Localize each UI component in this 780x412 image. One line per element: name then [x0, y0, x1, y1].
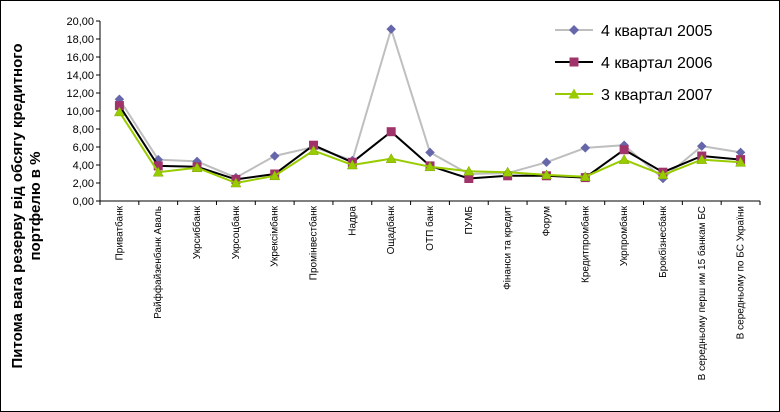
- data-point: [502, 166, 514, 177]
- x-tick-label: Брокбізнесбанк: [657, 205, 669, 277]
- y-tick-label: 0,00: [73, 196, 94, 208]
- series-group: [113, 24, 747, 188]
- legend-item: 4 квартал 2005: [555, 23, 713, 40]
- data-point: [386, 24, 397, 34]
- data-point: [385, 153, 397, 163]
- data-point: [386, 127, 396, 137]
- data-point: [424, 161, 436, 172]
- legend-marker: [568, 88, 580, 99]
- data-point: [308, 145, 319, 155]
- data-point: [269, 151, 280, 161]
- y-tick-label: 6,00: [73, 142, 94, 154]
- x-tick-label: Кредитпромбанк: [579, 205, 591, 283]
- data-point: [579, 171, 591, 181]
- data-point: [619, 145, 629, 155]
- data-point: [696, 154, 708, 164]
- data-point: [618, 154, 630, 164]
- legend-item: 3 квартал 2007: [555, 87, 713, 104]
- x-tick-label: Фінанси та кредит: [503, 206, 514, 290]
- x-tick-label: Укрпромбанк: [618, 205, 630, 266]
- data-point: [269, 170, 281, 181]
- y-axis-title-line: портфелю в %: [27, 151, 44, 260]
- x-tick-label: В середньому перш им 15 банкам БС: [696, 206, 708, 380]
- y-axis-title: Питома вага резерву від обсягу кредитног…: [9, 44, 44, 369]
- y-tick-label: 10,00: [66, 106, 94, 118]
- legend-label: 3 квартал 2007: [601, 87, 713, 104]
- y-tick-label: 20,00: [66, 16, 94, 28]
- legend-marker: [569, 57, 579, 67]
- data-point: [113, 106, 125, 117]
- legend-label: 4 квартал 2006: [601, 55, 713, 72]
- y-tick-label: 14,00: [66, 70, 94, 82]
- x-tick-label: Надра: [347, 206, 358, 236]
- series-3: [113, 106, 747, 188]
- y-axis-title-line: Питома вага резерву від обсягу кредитног…: [9, 44, 26, 369]
- y-tick-label: 18,00: [66, 34, 94, 46]
- data-point: [541, 169, 552, 180]
- legend-item: 4 квартал 2006: [555, 55, 713, 72]
- x-tick-label: Укрсиббанк: [191, 205, 203, 259]
- data-point: [463, 165, 475, 176]
- data-point: [425, 147, 435, 158]
- data-point: [696, 141, 707, 151]
- y-tick-label: 2,00: [73, 178, 94, 190]
- data-point: [230, 177, 242, 188]
- x-tick-label: Ощадбанк: [385, 205, 397, 254]
- y-tick-label: 16,00: [66, 52, 94, 64]
- data-point: [152, 166, 164, 177]
- legend: 4 квартал 2005 4 квартал 2006 3 квартал 20…: [555, 23, 713, 104]
- legend-label: 4 квартал 2005: [601, 23, 713, 40]
- x-tick-label: Приватбанк: [113, 205, 125, 260]
- x-tick-label: Райффайзенбанк Аваль: [152, 206, 164, 319]
- y-tick-label: 4,00: [73, 160, 94, 172]
- x-tick-label: Укрексімбанк: [269, 205, 281, 266]
- x-tick-label: ПУМБ: [464, 206, 475, 235]
- data-point: [464, 174, 474, 183]
- x-tick-label: Форум: [541, 206, 552, 237]
- x-tick-label: ОТП банк: [424, 205, 436, 250]
- data-point: [580, 143, 591, 153]
- x-tick-labels: Приватбанк Райффайзенбанк Аваль Укрсиббанк…: [99, 201, 761, 380]
- data-point: [657, 169, 669, 180]
- y-tick-labels: 0,00 2,00 4,00 6,00 8,00 10,00 12,00 14,00 16,00…: [66, 16, 100, 208]
- data-point: [541, 157, 552, 168]
- y-tick-label: 8,00: [73, 124, 94, 136]
- data-point: [191, 162, 203, 172]
- x-tick-label: Укрсоцбанк: [230, 205, 242, 259]
- x-tick-label: В середньому по БС України: [736, 206, 747, 339]
- x-tick-label: Промінвестбанк: [308, 205, 320, 280]
- legend-marker: [569, 25, 579, 35]
- y-tick-label: 12,00: [66, 88, 94, 100]
- data-point: [346, 159, 358, 170]
- data-point: [735, 156, 747, 167]
